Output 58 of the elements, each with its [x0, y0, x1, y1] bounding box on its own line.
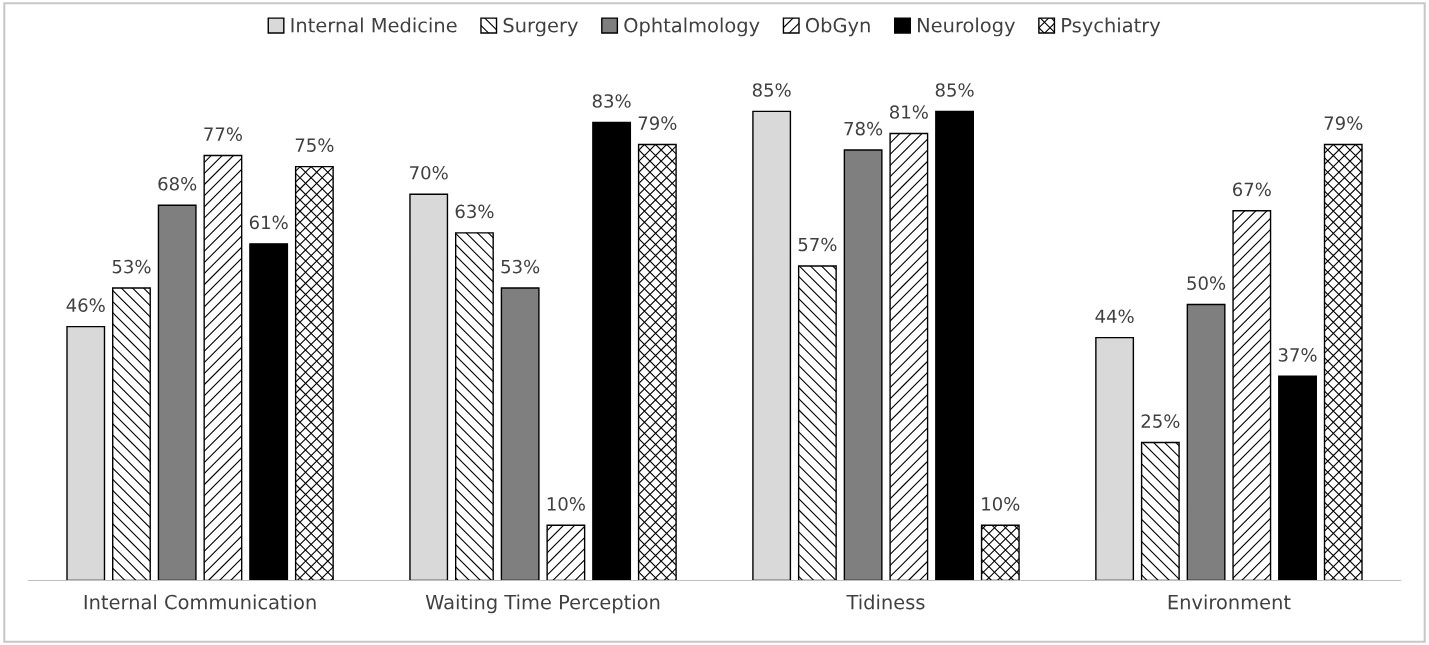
data-label: 83%: [592, 94, 631, 108]
data-label: 57%: [798, 237, 837, 252]
bar: [843, 149, 883, 581]
x-tick-label: Waiting Time Perception: [425, 594, 660, 614]
data-label: 46%: [66, 298, 105, 313]
data-label: 79%: [638, 116, 677, 130]
bar: [294, 165, 334, 581]
bar: [112, 287, 151, 581]
data-label: 44%: [1095, 309, 1134, 324]
data-label: 68%: [158, 176, 197, 191]
bar: [1278, 375, 1317, 581]
legend-label: Surgery: [503, 17, 578, 37]
data-label: 10%: [982, 497, 1020, 511]
bar: [546, 524, 586, 581]
data-label: 53%: [112, 259, 151, 274]
bar: [889, 132, 929, 581]
bar: [1140, 441, 1180, 581]
bar: [592, 121, 632, 581]
data-label: 50%: [1187, 276, 1226, 290]
data-label: 81%: [890, 105, 928, 119]
data-label: 75%: [295, 138, 334, 152]
data-label: 78%: [844, 121, 883, 136]
bar: [203, 154, 243, 581]
bar: [249, 243, 289, 581]
x-tick-label: Internal Communication: [84, 594, 316, 610]
data-label: 77%: [204, 127, 242, 141]
bar: [500, 287, 540, 581]
data-label: 85%: [935, 83, 974, 97]
data-label: 10%: [547, 497, 585, 511]
legend-label: Psychiatry: [1062, 17, 1161, 37]
legend-label: Neurology: [918, 17, 1015, 37]
data-label: 25%: [1141, 414, 1180, 428]
bar: [1186, 303, 1226, 581]
data-label: 70%: [410, 165, 448, 180]
data-label: 63%: [455, 204, 494, 219]
data-label: 85%: [752, 83, 791, 97]
legend-label: ObGyn: [805, 17, 870, 37]
bar: [980, 524, 1020, 581]
bar: [157, 204, 197, 581]
bar: [1323, 143, 1363, 581]
legend-label: Internal Medicine: [291, 17, 457, 33]
bar: [637, 143, 677, 581]
bar: [1232, 210, 1272, 581]
legend-label: Ophtalmology: [624, 17, 760, 37]
data-label: 79%: [1324, 116, 1363, 130]
bar: [409, 193, 449, 581]
data-label: 61%: [249, 215, 288, 230]
data-label: 37%: [1278, 348, 1317, 362]
bar: [66, 325, 106, 581]
bar: [797, 265, 837, 581]
data-label: 53%: [501, 259, 540, 274]
x-tick-label: Tidiness: [846, 594, 925, 610]
bar: [454, 232, 494, 581]
data-label: 67%: [1233, 182, 1271, 197]
bar: [752, 110, 792, 581]
bar: [935, 110, 975, 581]
x-tick-label: Environment: [1168, 594, 1291, 610]
bar: [1095, 336, 1135, 581]
